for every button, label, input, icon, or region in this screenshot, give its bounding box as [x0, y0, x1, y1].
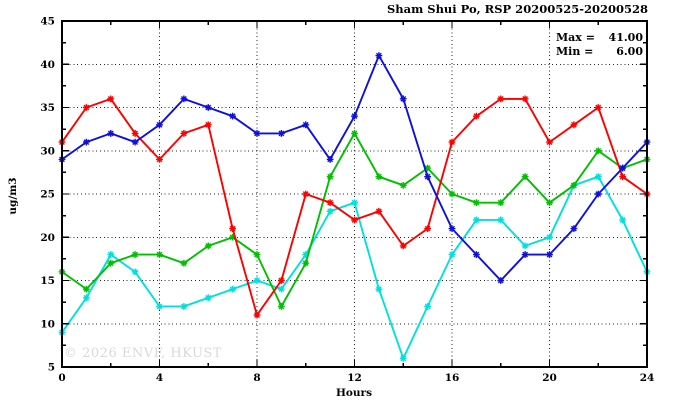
chart-title: Sham Shui Po, RSP 20200525-20200528 — [387, 2, 648, 16]
y-axis-label: ug/m3 — [7, 177, 19, 214]
min-annotation-row: Min = 6.00 — [556, 45, 643, 59]
x-axis-label: Hours — [336, 387, 372, 399]
min-label: Min = — [556, 45, 594, 58]
y-axis-tick-label: 25 — [40, 189, 55, 201]
max-min-annotation: Max = 41.00 Min = 6.00 — [556, 31, 643, 59]
x-axis-tick-label: 20 — [542, 372, 557, 384]
tick-labels: 0 4 8 12 16 20 24 5 10 15 20 25 30 35 40 45 — [40, 16, 654, 385]
y-axis-tick-label: 45 — [40, 16, 55, 28]
max-label: Max = — [556, 31, 595, 44]
x-axis-tick-label: 24 — [640, 372, 655, 384]
series-blue-line-path — [61, 54, 648, 282]
axis-ticks — [61, 20, 648, 368]
series-red-line — [58, 95, 651, 319]
y-axis-tick-label: 30 — [40, 145, 55, 157]
max-value: 41.00 — [608, 31, 643, 44]
y-axis-tick-label: 10 — [40, 318, 55, 330]
y-axis-tick-label: 40 — [40, 59, 55, 71]
x-axis-tick-label: 8 — [253, 372, 260, 384]
series-red-line-markers — [58, 95, 651, 319]
series-cyan-line — [58, 173, 651, 362]
x-axis-tick-label: 16 — [445, 372, 460, 384]
y-axis-tick-label: 35 — [40, 102, 55, 114]
grid-lines — [62, 21, 647, 367]
min-value: 6.00 — [616, 45, 643, 58]
y-axis-tick-label: 5 — [48, 362, 55, 374]
x-axis-tick-label: 4 — [156, 372, 163, 384]
x-axis-tick-label: 12 — [347, 372, 362, 384]
max-annotation-row: Max = 41.00 — [556, 31, 643, 45]
y-axis-tick-label: 15 — [40, 275, 55, 287]
y-axis-tick-label: 20 — [40, 232, 55, 244]
watermark: © 2026 ENVF, HKUST — [64, 346, 222, 361]
plot-area: 0 4 8 12 16 20 24 5 10 15 20 25 30 35 40 45 — [40, 16, 654, 385]
x-axis-tick-label: 0 — [58, 372, 65, 384]
